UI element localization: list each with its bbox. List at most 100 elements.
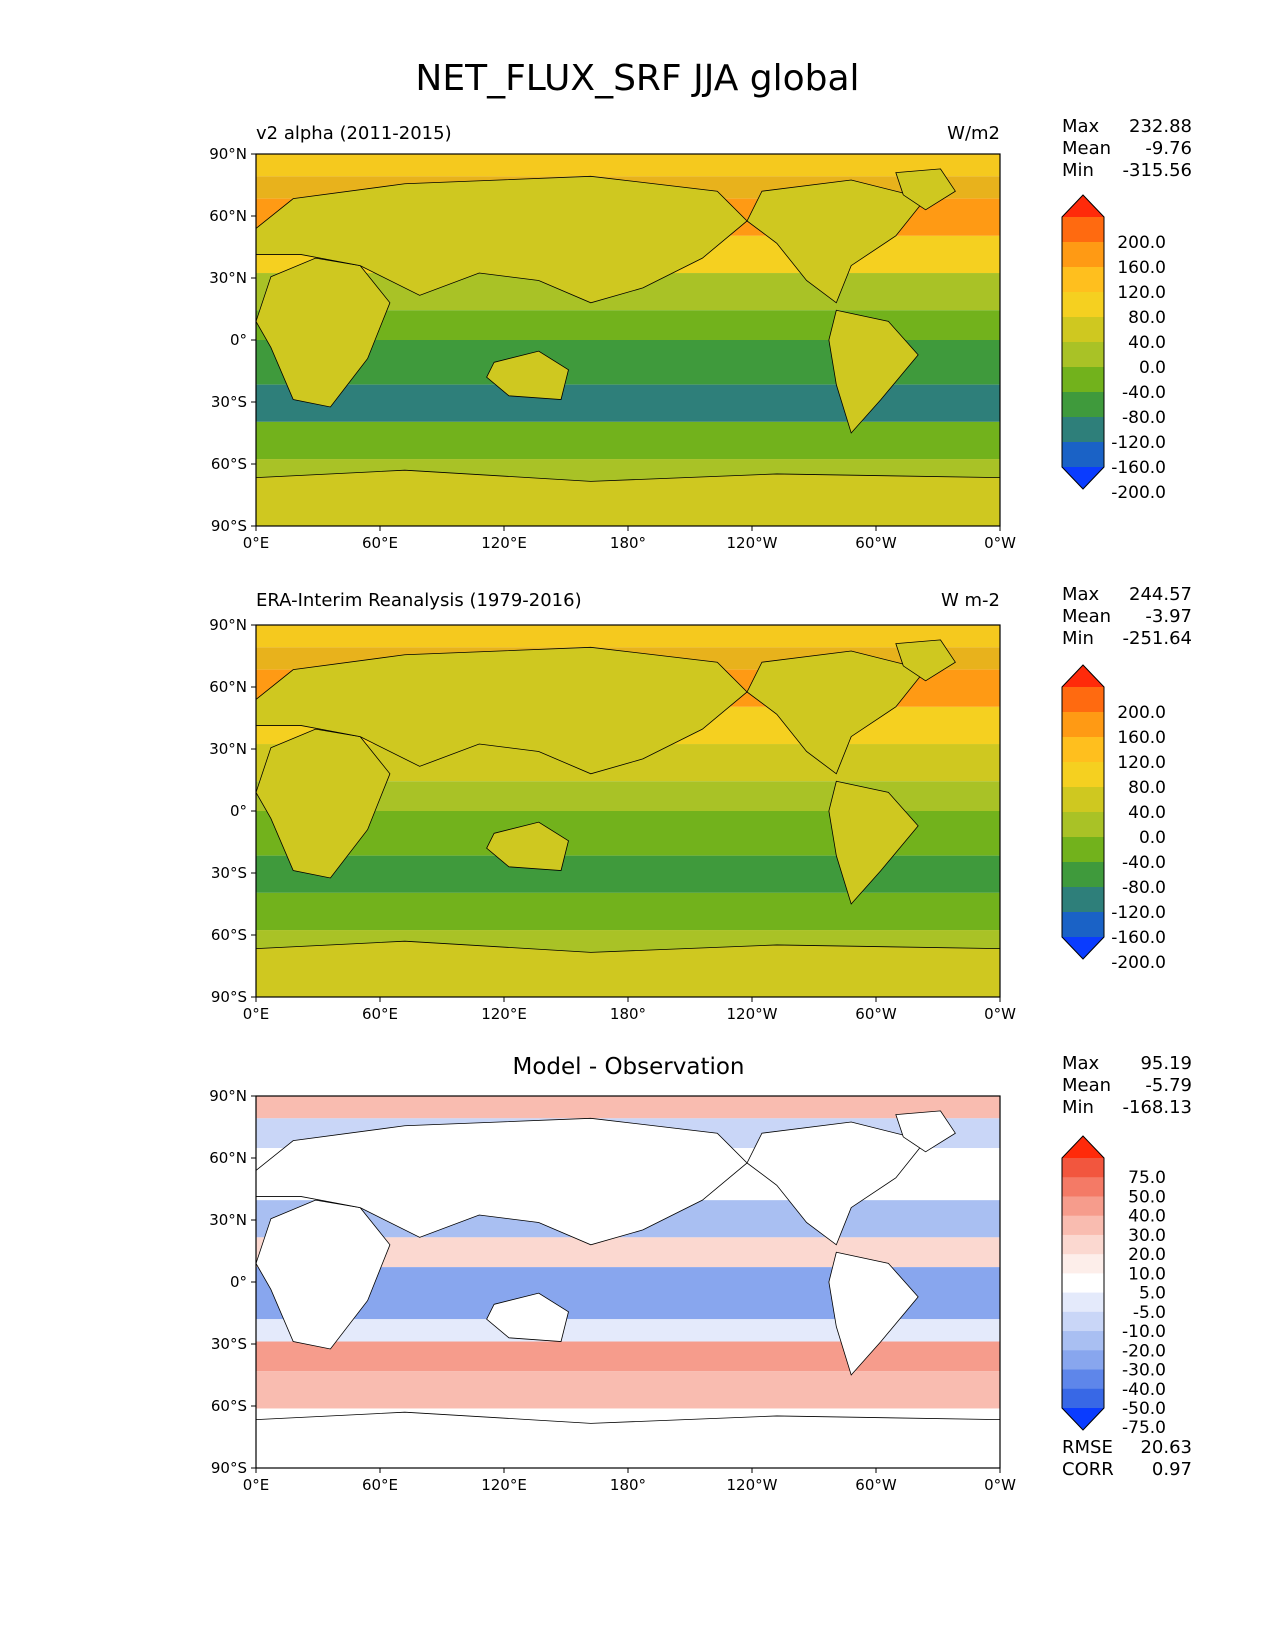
colorbar-segment (1062, 687, 1104, 713)
coastline (255, 257, 391, 408)
colorbar-segment (1062, 1158, 1104, 1178)
lat-tick-label: 90°S (211, 988, 247, 1006)
colorbar-2: 200.0 160.0 120.0 80.0 40.0 0.0 -40.0 -80.0 -120… (1061, 664, 1166, 973)
colorbar-label: -160.0 (1111, 458, 1166, 478)
stat-max-label: Max (1062, 1053, 1100, 1074)
ocean-contour-band (256, 154, 1000, 177)
colorbar-label: -75.0 (1122, 1418, 1166, 1438)
lat-tick-label: 60°S (211, 455, 247, 473)
lat-tick-label: 60°N (209, 678, 247, 696)
lon-tick-label: 60°W (855, 1005, 897, 1023)
colorbar-segment (1062, 737, 1104, 763)
colorbar-extend-max (1062, 195, 1104, 217)
rmse-corr-block: RMSE 20.63 CORR 0.97 (1062, 1437, 1192, 1481)
colorbar-label: 30.0 (1128, 1226, 1166, 1246)
lon-tick-label: 60°E (362, 534, 398, 552)
colorbar-segment (1062, 217, 1104, 243)
colorbar-segment (1062, 837, 1104, 863)
colorbar-segment (1062, 1177, 1104, 1197)
lat-tick-label: 0° (230, 1273, 247, 1291)
colorbar-label: 80.0 (1128, 778, 1166, 798)
colorbar-label: 120.0 (1117, 753, 1166, 773)
colorbar-label: 40.0 (1128, 803, 1166, 823)
lon-tick-label: 0°W (984, 1476, 1016, 1494)
colorbar-label: 200.0 (1117, 233, 1166, 253)
lat-tick-label: 90°N (209, 616, 247, 634)
colorbar-label: -40.0 (1122, 383, 1166, 403)
coastline (828, 780, 919, 905)
colorbar-label: -80.0 (1122, 878, 1166, 898)
lat-tick-label: 60°N (209, 207, 247, 225)
colorbar-label: -160.0 (1111, 928, 1166, 948)
coastline (486, 821, 569, 871)
panel-model: v2 alpha (2011-2015) W/m2 (0, 0, 1275, 470)
lon-tick-label: 120°E (481, 534, 527, 552)
colorbar-segment (1062, 242, 1104, 268)
stat-max: 244.57 (1129, 584, 1192, 605)
coastline (255, 646, 748, 775)
colorbar-segment (1062, 292, 1104, 318)
lon-tick-label: 60°E (362, 1005, 398, 1023)
coastline (255, 728, 391, 879)
coastline (486, 1292, 569, 1342)
panel-title: v2 alpha (2011-2015) (256, 123, 452, 144)
colorbar-segment (1062, 712, 1104, 738)
lat-tick-label: 30°N (209, 1211, 247, 1229)
stat-max-label: Max (1062, 116, 1100, 137)
colorbar-segment (1062, 812, 1104, 838)
lon-tick-label: 60°E (362, 1476, 398, 1494)
ocean-contour-band (256, 1341, 1000, 1372)
colorbar-extend-min (1062, 937, 1104, 959)
colorbar-segment (1062, 1350, 1104, 1371)
colorbar-label: 40.0 (1128, 333, 1166, 353)
lon-tick-label: 0°E (243, 1005, 270, 1023)
lon-tick-label: 0°E (243, 534, 270, 552)
lat-tick-label: 90°S (211, 517, 247, 535)
stat-min: -251.64 (1122, 628, 1192, 649)
coastline (255, 1199, 391, 1350)
lon-tick-label: 180° (610, 1005, 646, 1023)
colorbar-label: 50.0 (1128, 1187, 1166, 1207)
colorbar-segment (1062, 912, 1104, 938)
colorbar-segment (1062, 1196, 1104, 1217)
lat-tick-label: 90°S (211, 1459, 247, 1477)
rmse-label: RMSE (1062, 1437, 1113, 1458)
colorbar-segment (1062, 417, 1104, 443)
figure-title: NET_FLUX_SRF JJA global (415, 58, 860, 99)
colorbar-segment (1062, 1292, 1104, 1313)
colorbar-segment (1062, 1311, 1104, 1332)
colorbar-segment (1062, 1331, 1104, 1351)
colorbar-segment (1062, 1234, 1104, 1255)
lon-tick-label: 0°E (243, 1476, 270, 1494)
lon-tick-label: 60°W (855, 534, 897, 552)
corr-value: 0.97 (1151, 1459, 1192, 1480)
lat-tick-label: 30°S (211, 864, 247, 882)
lat-tick-label: 30°N (209, 269, 247, 287)
colorbar-extend-max (1062, 1136, 1104, 1158)
lat-tick-label: 90°N (209, 145, 247, 163)
corr-label: CORR (1062, 1459, 1114, 1480)
stat-min-label: Min (1062, 1097, 1094, 1118)
colorbar-label: 20.0 (1128, 1245, 1166, 1265)
coastline (746, 179, 927, 304)
ocean-contour-band (256, 1371, 1000, 1409)
colorbar-segment (1062, 1369, 1104, 1390)
lon-tick-label: 120°E (481, 1476, 527, 1494)
stat-mean-label: Mean (1062, 606, 1112, 627)
colorbar-label: 5.0 (1139, 1284, 1166, 1304)
colorbar-extend-max (1062, 665, 1104, 687)
colorbar-label: -50.0 (1122, 1399, 1166, 1419)
panel-difference: Model - Observation (0, 0, 1275, 1080)
colorbar-segment (1062, 1215, 1104, 1236)
ocean-contour-band (256, 1096, 1000, 1119)
stat-mean: -3.97 (1145, 606, 1192, 627)
lon-tick-label: 60°W (855, 1476, 897, 1494)
colorbar-label: -200.0 (1111, 953, 1166, 973)
colorbar-segment (1062, 267, 1104, 293)
colorbar-label: -80.0 (1122, 408, 1166, 428)
colorbar-label: 40.0 (1128, 1207, 1166, 1227)
lat-tick-label: 90°N (209, 1087, 247, 1105)
stats-block: Max 244.57 Mean -3.97 Min -251.64 (1062, 584, 1192, 650)
map-1: 90°N 60°N 30°N 0° 30°S 60°S 90°S0°E 60°E 120°E 18… (209, 145, 1016, 552)
